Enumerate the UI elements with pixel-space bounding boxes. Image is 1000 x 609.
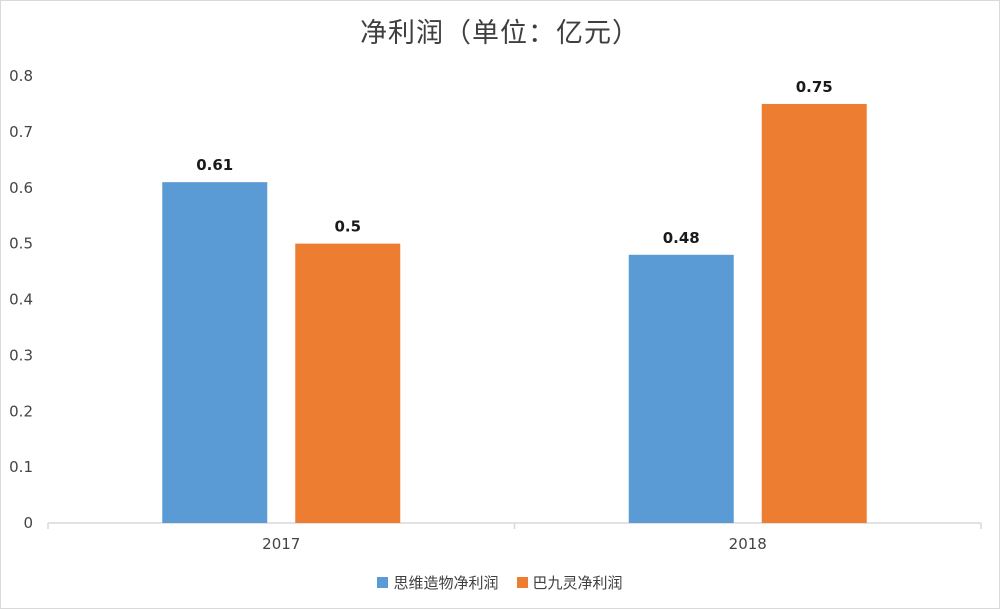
bar-1-2017 [162, 182, 268, 523]
data-label-2-2017: 0.5 [334, 218, 361, 236]
y-tick-label-0: 0 [23, 514, 33, 532]
legend-item-series-1: 思维造物净利润 [377, 572, 499, 593]
y-tick-label-5: 0.5 [9, 235, 33, 253]
y-tick-label-8: 0.8 [9, 67, 33, 85]
legend-label-series-1: 思维造物净利润 [393, 574, 499, 592]
x-category-label-2017: 2017 [262, 535, 300, 553]
legend-item-series-2: 巴九灵净利润 [516, 572, 623, 593]
y-tick-label-4: 0.4 [9, 291, 33, 309]
legend: 思维造物净利润 巴九灵净利润 [1, 572, 999, 593]
bar-2-2018 [761, 103, 867, 523]
x-category-label-2018: 2018 [729, 535, 767, 553]
y-tick-label-2: 0.2 [9, 402, 33, 420]
y-tick-label-3: 0.3 [9, 346, 33, 364]
legend-swatch-series-1 [377, 577, 389, 588]
legend-label-series-2: 巴九灵净利润 [532, 574, 623, 592]
data-label-1-2017: 0.61 [196, 156, 233, 174]
data-label-2-2018: 0.75 [796, 78, 833, 96]
bar-2-2017 [295, 243, 401, 523]
bar-1-2018 [628, 254, 734, 524]
data-label-1-2018: 0.48 [663, 229, 700, 247]
y-tick-label-1: 0.1 [9, 458, 33, 476]
y-tick-label-7: 0.7 [9, 123, 33, 141]
chart-title: 净利润（单位：亿元） [360, 18, 640, 49]
y-tick-label-6: 0.6 [9, 179, 33, 197]
legend-swatch-series-2 [516, 577, 528, 588]
